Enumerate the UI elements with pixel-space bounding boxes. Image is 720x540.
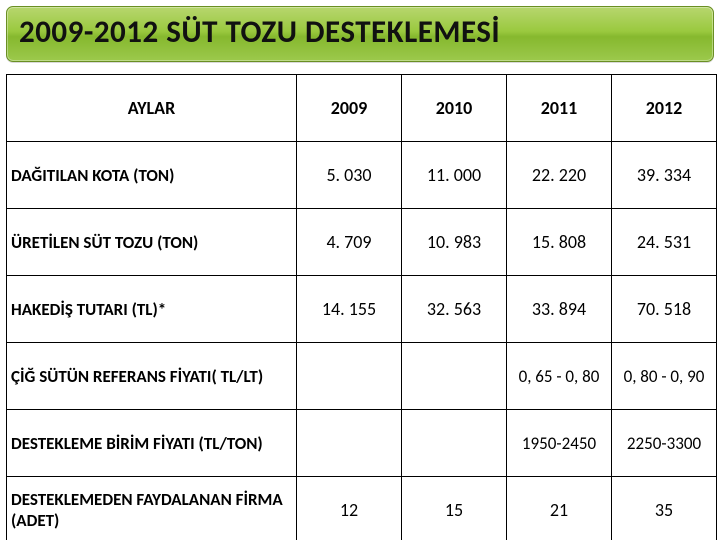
cell: 11. 000 [402,142,507,209]
cell: 10. 983 [402,209,507,276]
table-row: ÇİĞ SÜTÜN REFERANS FİYATI( TL/LT) 0, 65 … [7,343,717,410]
col-header-2011: 2011 [507,75,612,142]
row-header: DESTEKLEME BİRİM FİYATI (TL/TON) [7,410,297,477]
cell: 12 [297,477,402,540]
cell: 15. 808 [507,209,612,276]
cell: 5. 030 [297,142,402,209]
cell [297,410,402,477]
cell: 21 [507,477,612,540]
cell: 15 [402,477,507,540]
row-header: ÜRETİLEN SÜT TOZU (TON) [7,209,297,276]
cell: 14. 155 [297,276,402,343]
data-table: AYLAR 2009 2010 2011 2012 DAĞITILAN KOTA… [6,74,717,540]
col-header-2012: 2012 [612,75,717,142]
table-row: ÜRETİLEN SÜT TOZU (TON) 4. 709 10. 983 1… [7,209,717,276]
cell: 39. 334 [612,142,717,209]
cell: 35 [612,477,717,540]
cell [402,410,507,477]
col-header-2009: 2009 [297,75,402,142]
table-wrap: AYLAR 2009 2010 2011 2012 DAĞITILAN KOTA… [0,62,720,540]
title-bar: 2009-2012 SÜT TOZU DESTEKLEMESİ [6,6,714,62]
table-row: DESTEKLEMEDEN FAYDALANAN FİRMA (ADET) 12… [7,477,717,540]
corner-header: AYLAR [7,75,297,142]
cell: 33. 894 [507,276,612,343]
cell [297,343,402,410]
slide: 2009-2012 SÜT TOZU DESTEKLEMESİ AYLAR 20… [0,0,720,540]
slide-title: 2009-2012 SÜT TOZU DESTEKLEMESİ [19,13,701,51]
row-header: DESTEKLEMEDEN FAYDALANAN FİRMA (ADET) [7,477,297,540]
table-row: DESTEKLEME BİRİM FİYATI (TL/TON) 1950-24… [7,410,717,477]
cell [402,343,507,410]
row-header: ÇİĞ SÜTÜN REFERANS FİYATI( TL/LT) [7,343,297,410]
cell: 22. 220 [507,142,612,209]
cell: 2250-3300 [612,410,717,477]
cell: 0, 65 - 0, 80 [507,343,612,410]
row-header: DAĞITILAN KOTA (TON) [7,142,297,209]
col-header-2010: 2010 [402,75,507,142]
table-header-row: AYLAR 2009 2010 2011 2012 [7,75,717,142]
cell: 4. 709 [297,209,402,276]
cell: 24. 531 [612,209,717,276]
cell: 0, 80 - 0, 90 [612,343,717,410]
row-header: HAKEDİŞ TUTARI (TL)* [7,276,297,343]
cell: 1950-2450 [507,410,612,477]
cell: 70. 518 [612,276,717,343]
table-row: DAĞITILAN KOTA (TON) 5. 030 11. 000 22. … [7,142,717,209]
cell: 32. 563 [402,276,507,343]
table-row: HAKEDİŞ TUTARI (TL)* 14. 155 32. 563 33.… [7,276,717,343]
